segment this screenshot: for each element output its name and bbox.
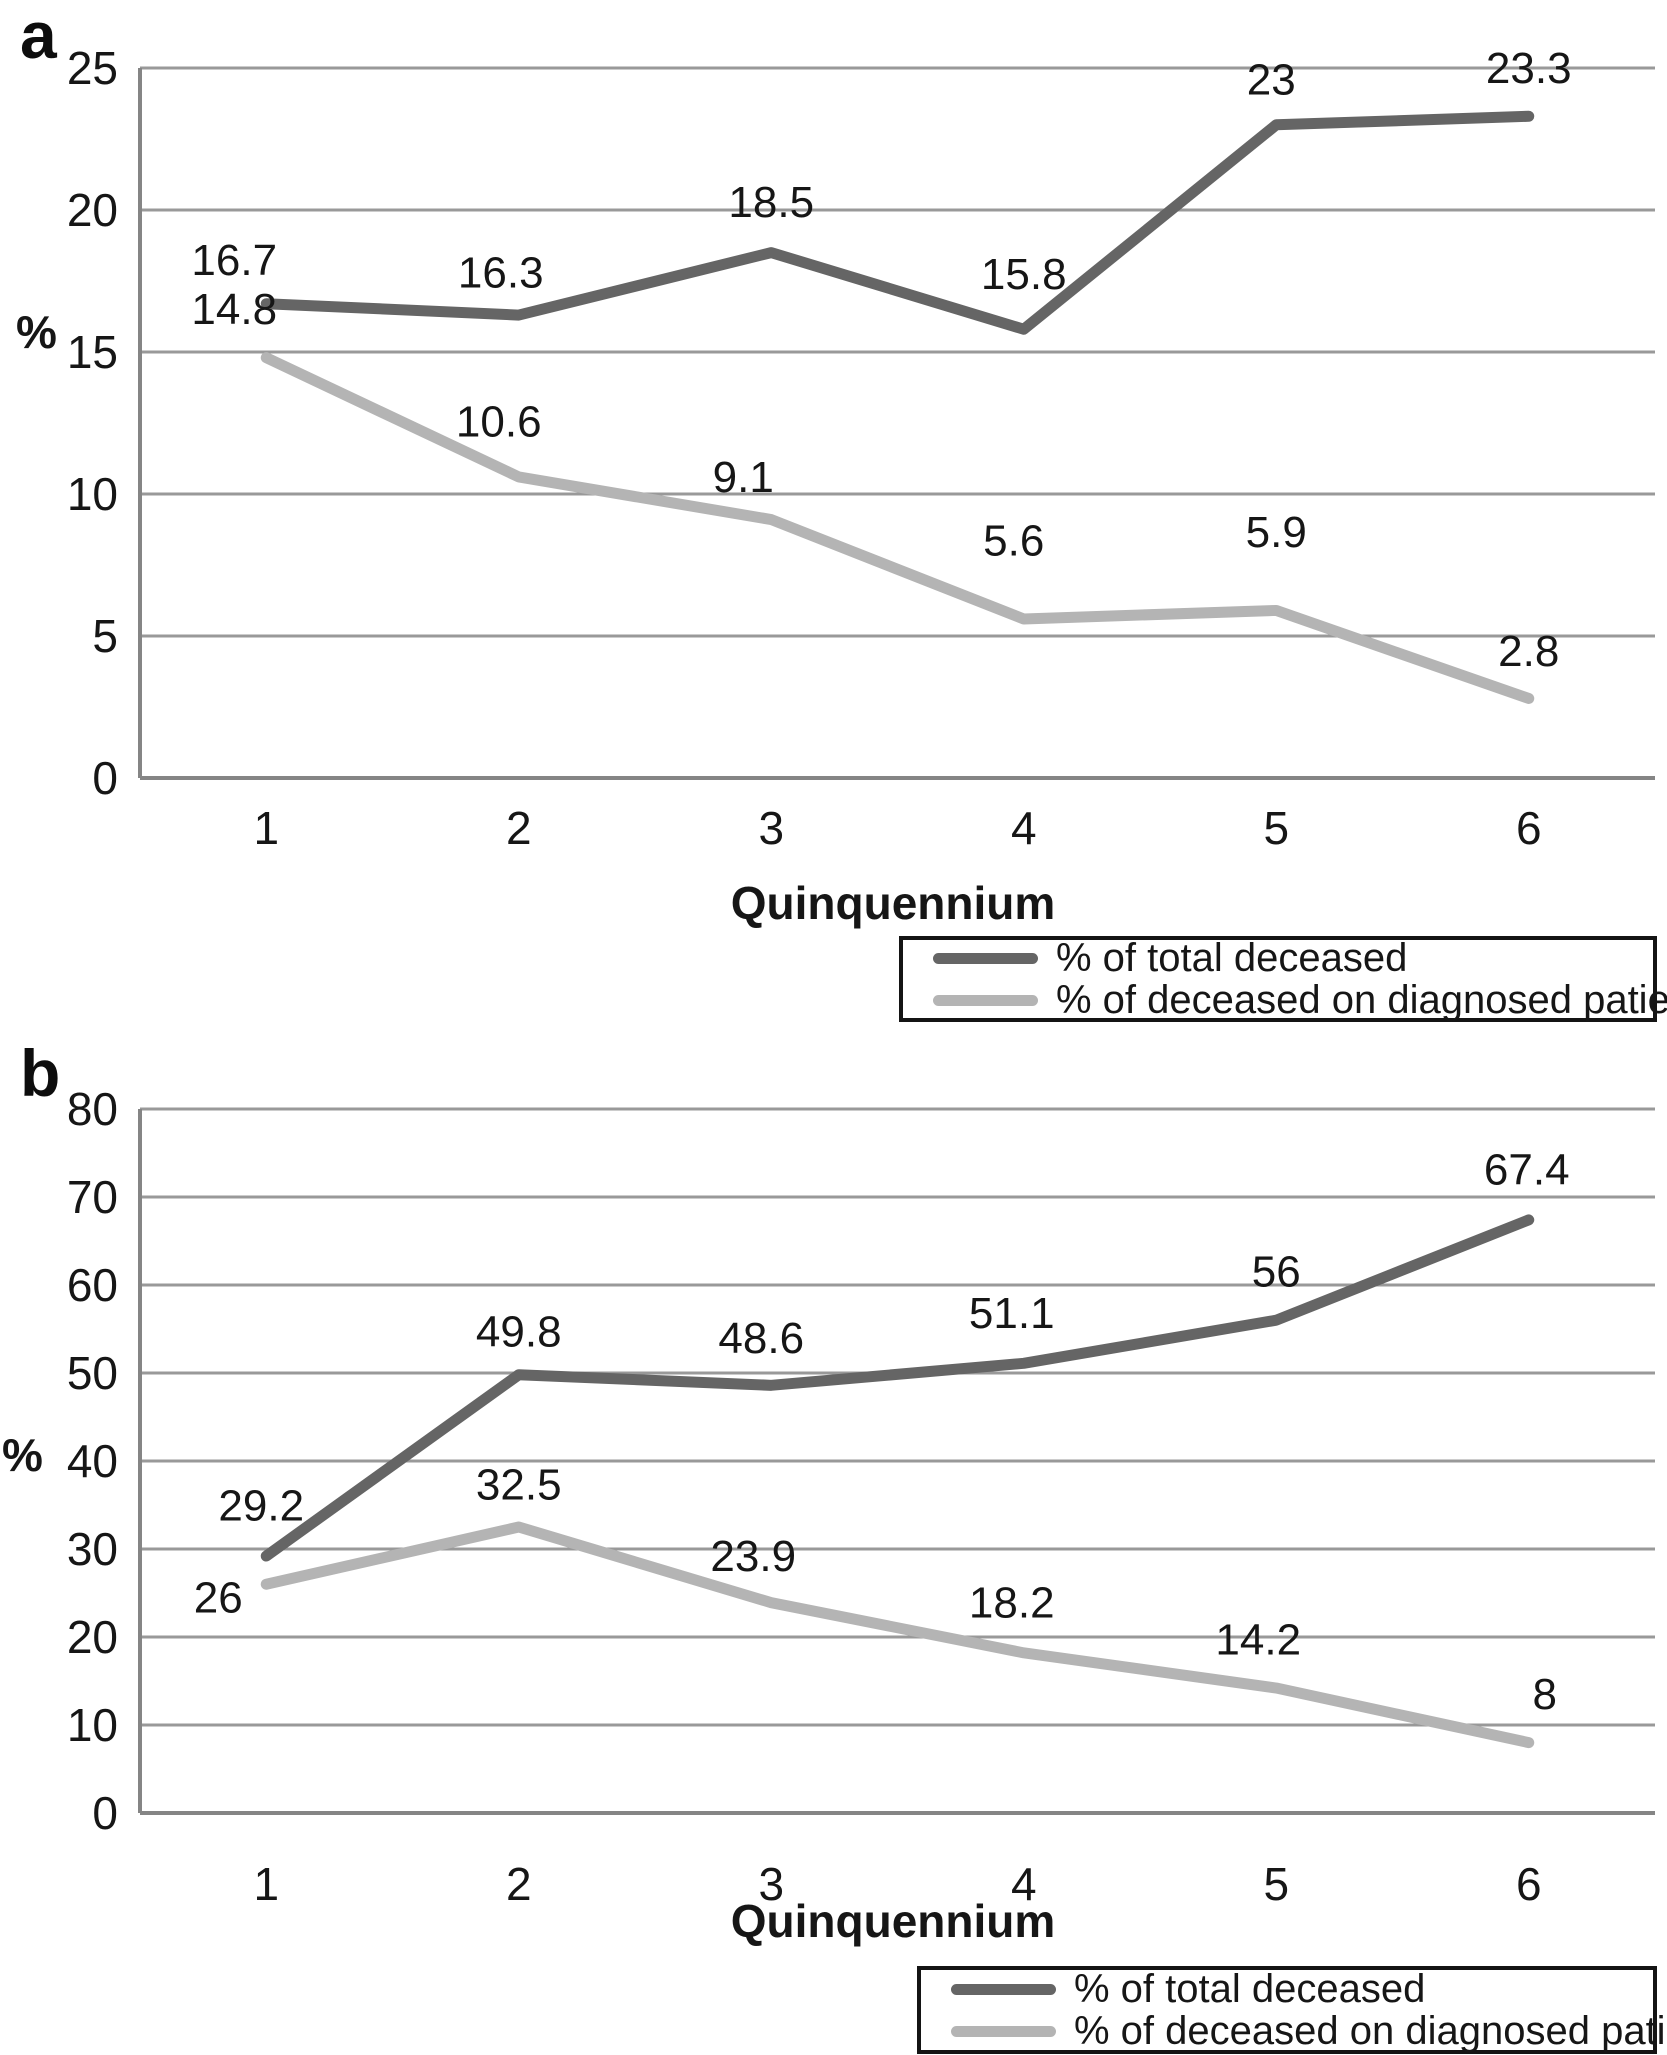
legend-line-swatch-dark <box>951 1983 1056 1995</box>
x-tick-label: 2 <box>506 1858 532 1910</box>
data-label: 23 <box>1247 55 1296 104</box>
y-tick-label: 20 <box>67 1611 118 1663</box>
x-tick-label: 6 <box>1516 802 1542 854</box>
x-tick-label: 3 <box>758 802 784 854</box>
y-tick-label: 25 <box>67 42 118 94</box>
data-label: 23.9 <box>710 1532 796 1581</box>
y-tick-label: 10 <box>67 468 118 520</box>
legend-label: % of total deceased <box>1056 936 1408 980</box>
x-tick-label: 2 <box>506 802 532 854</box>
y-tick-label: 5 <box>92 610 118 662</box>
data-label: 9.1 <box>713 453 774 502</box>
y-tick-label: 40 <box>67 1435 118 1487</box>
y-tick-label: 50 <box>67 1347 118 1399</box>
y-axis-title-b: % <box>2 1429 43 1481</box>
data-label: 32.5 <box>476 1461 562 1510</box>
data-label: 14.8 <box>191 285 277 334</box>
x-tick-label: 1 <box>253 1858 279 1910</box>
legend-line-swatch-dark <box>933 952 1038 964</box>
legend-line-swatch-light <box>951 2025 1056 2037</box>
x-tick-label: 4 <box>1011 1858 1037 1910</box>
data-label: 56 <box>1252 1248 1301 1297</box>
legend-label: % of deceased on diagnosed patients <box>1056 978 1667 1022</box>
x-tick-label: 5 <box>1263 1858 1289 1910</box>
data-label: 8 <box>1533 1670 1557 1719</box>
series-line-deceased-on-diagnosed <box>260 352 1535 704</box>
x-tick-label: 4 <box>1011 802 1037 854</box>
series-line-total-deceased <box>260 1214 1535 1562</box>
y-tick-label: 30 <box>67 1523 118 1575</box>
x-tick-label: 5 <box>1263 802 1289 854</box>
x-axis-title-b: Quinquennium <box>730 1895 1056 1947</box>
x-tick-label: 6 <box>1516 1858 1542 1910</box>
y-tick-label: 0 <box>92 752 118 804</box>
data-label: 26 <box>194 1574 243 1623</box>
y-tick-label: 80 <box>67 1083 118 1135</box>
data-label: 16.7 <box>191 236 277 285</box>
series-line-deceased-on-diagnosed <box>260 1521 1535 1749</box>
legend-b: % of total deceased % of deceased on dia… <box>917 1966 1667 2054</box>
data-label: 48.6 <box>718 1314 804 1363</box>
y-axis-title-a: % <box>16 306 57 358</box>
data-label: 49.8 <box>476 1307 562 1356</box>
x-tick-label: 3 <box>758 1858 784 1910</box>
y-tick-label: 70 <box>67 1171 118 1223</box>
data-label: 23.3 <box>1486 44 1572 93</box>
y-tick-label: 10 <box>67 1699 118 1751</box>
data-label: 2.8 <box>1498 627 1559 676</box>
data-label: 5.6 <box>983 516 1044 565</box>
data-label: 10.6 <box>456 397 542 446</box>
x-tick-label: 1 <box>253 802 279 854</box>
legend-row: % of total deceased <box>951 1967 1653 2011</box>
y-tick-label: 0 <box>92 1787 118 1839</box>
data-label: 67.4 <box>1484 1145 1570 1194</box>
series-line-total-deceased <box>260 110 1535 335</box>
legend-line-swatch-light <box>933 994 1038 1006</box>
data-label: 18.2 <box>969 1578 1055 1627</box>
data-label: 18.5 <box>728 178 814 227</box>
legend-row: % of deceased on diagnosed patients <box>933 980 1667 1020</box>
panel-label-a: a <box>20 0 57 72</box>
legend-a: % of total deceased % of deceased on dia… <box>899 936 1667 1022</box>
data-label: 29.2 <box>218 1482 304 1531</box>
legend-label: % of total deceased <box>1074 1967 1426 2011</box>
legend-row: % of total deceased <box>933 936 1653 980</box>
data-label: 5.9 <box>1246 508 1307 557</box>
legend-label: % of deceased on diagnosed patients <box>1074 2009 1667 2053</box>
y-tick-label: 15 <box>67 326 118 378</box>
data-label: 14.2 <box>1215 1616 1301 1665</box>
panel-label-b: b <box>20 1036 61 1110</box>
legend-row: % of deceased on diagnosed patients <box>951 2011 1667 2051</box>
data-label: 15.8 <box>981 250 1067 299</box>
y-tick-label: 60 <box>67 1259 118 1311</box>
x-axis-title-a: Quinquennium <box>730 877 1056 929</box>
data-label: 51.1 <box>969 1289 1055 1338</box>
y-tick-label: 20 <box>67 184 118 236</box>
data-label: 16.3 <box>458 249 544 298</box>
